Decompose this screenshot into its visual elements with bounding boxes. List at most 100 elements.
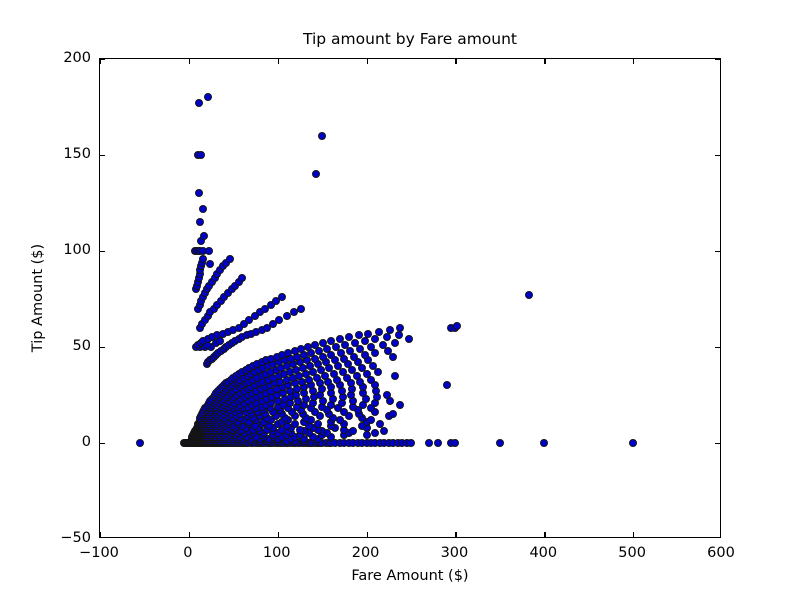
data-point	[344, 333, 353, 342]
x-axis-tick	[188, 59, 191, 64]
x-axis-tick	[633, 532, 635, 537]
x-axis-tick	[100, 59, 102, 64]
data-point	[352, 371, 361, 380]
x-axis-tick	[544, 532, 546, 537]
data-point	[375, 419, 384, 428]
data-point	[407, 439, 415, 447]
data-point	[405, 335, 414, 344]
data-point	[309, 433, 318, 442]
data-point	[195, 218, 204, 227]
data-point	[380, 427, 389, 436]
y-tick-label: 100	[63, 242, 91, 258]
data-point	[383, 391, 391, 399]
x-axis-tick	[633, 59, 635, 64]
y-tick-label: 200	[63, 50, 91, 66]
data-point	[396, 400, 405, 409]
data-point	[345, 346, 354, 355]
data-point	[356, 344, 365, 353]
data-point	[335, 415, 344, 424]
data-point	[245, 316, 254, 325]
data-points-layer	[100, 59, 720, 537]
x-tick-label: 0	[183, 545, 193, 561]
data-point	[250, 312, 259, 321]
data-point	[371, 348, 380, 357]
data-point	[317, 366, 326, 375]
data-point	[378, 341, 387, 350]
y-axis-tick	[715, 59, 720, 61]
data-point	[215, 337, 224, 346]
x-tick-label: −100	[79, 545, 119, 561]
data-point	[199, 204, 208, 213]
data-point	[334, 362, 343, 371]
data-point	[433, 439, 442, 447]
page-title: Tip amount by Fare amount	[302, 30, 518, 48]
data-point	[424, 439, 433, 447]
data-point	[367, 343, 375, 351]
data-point	[315, 346, 324, 355]
data-point	[203, 93, 212, 102]
data-point	[362, 431, 371, 440]
plot-area	[99, 58, 721, 538]
data-point	[367, 415, 375, 424]
x-axis-tick	[366, 59, 368, 64]
x-axis-tick	[544, 59, 546, 64]
data-point	[453, 321, 462, 330]
data-point	[343, 360, 352, 369]
data-point	[309, 367, 318, 376]
y-axis-tick	[100, 251, 105, 253]
data-point	[199, 231, 208, 240]
data-point	[364, 329, 373, 338]
data-point	[383, 346, 392, 355]
x-axis-label: Fare Amount ($)	[351, 568, 469, 584]
data-point	[385, 325, 394, 334]
data-point	[495, 439, 504, 447]
data-point	[350, 352, 359, 361]
data-point	[205, 247, 214, 255]
x-axis-tick	[277, 532, 279, 537]
data-point	[271, 296, 280, 305]
data-point	[344, 412, 353, 421]
data-point	[370, 381, 379, 390]
data-point	[323, 344, 332, 353]
data-point	[327, 337, 336, 346]
y-axis-tick	[715, 251, 720, 253]
y-tick-label: −50	[60, 530, 91, 546]
data-point	[199, 254, 208, 263]
data-point	[289, 308, 298, 317]
data-point	[238, 273, 247, 282]
y-axis-tick	[100, 443, 105, 445]
data-point	[371, 429, 380, 438]
data-point	[332, 343, 341, 351]
y-axis-tick	[100, 347, 105, 349]
y-axis-tick	[715, 155, 720, 157]
data-point	[338, 367, 347, 376]
data-point	[363, 369, 372, 378]
y-axis-tick	[715, 347, 720, 349]
data-point	[307, 348, 316, 357]
data-point	[442, 381, 451, 390]
data-point	[319, 339, 328, 348]
data-point	[354, 331, 363, 340]
data-point	[371, 408, 380, 417]
y-tick-label: 150	[63, 146, 91, 162]
y-axis-tick	[715, 443, 720, 445]
data-point	[341, 341, 350, 350]
data-point	[451, 439, 460, 447]
x-tick-label: 500	[618, 545, 646, 561]
data-point	[374, 367, 383, 376]
data-point	[311, 170, 320, 179]
data-point	[311, 354, 320, 363]
data-point	[320, 371, 329, 380]
data-point	[368, 362, 377, 371]
data-point	[389, 352, 398, 361]
x-axis-tick	[455, 59, 457, 64]
data-point	[346, 379, 355, 388]
data-point	[348, 366, 357, 375]
x-tick-label: 400	[529, 545, 558, 561]
data-point	[360, 350, 369, 359]
data-point	[319, 352, 328, 361]
data-point	[197, 151, 206, 159]
data-point	[358, 364, 367, 373]
data-point	[311, 341, 320, 350]
x-axis-tick	[366, 532, 368, 537]
